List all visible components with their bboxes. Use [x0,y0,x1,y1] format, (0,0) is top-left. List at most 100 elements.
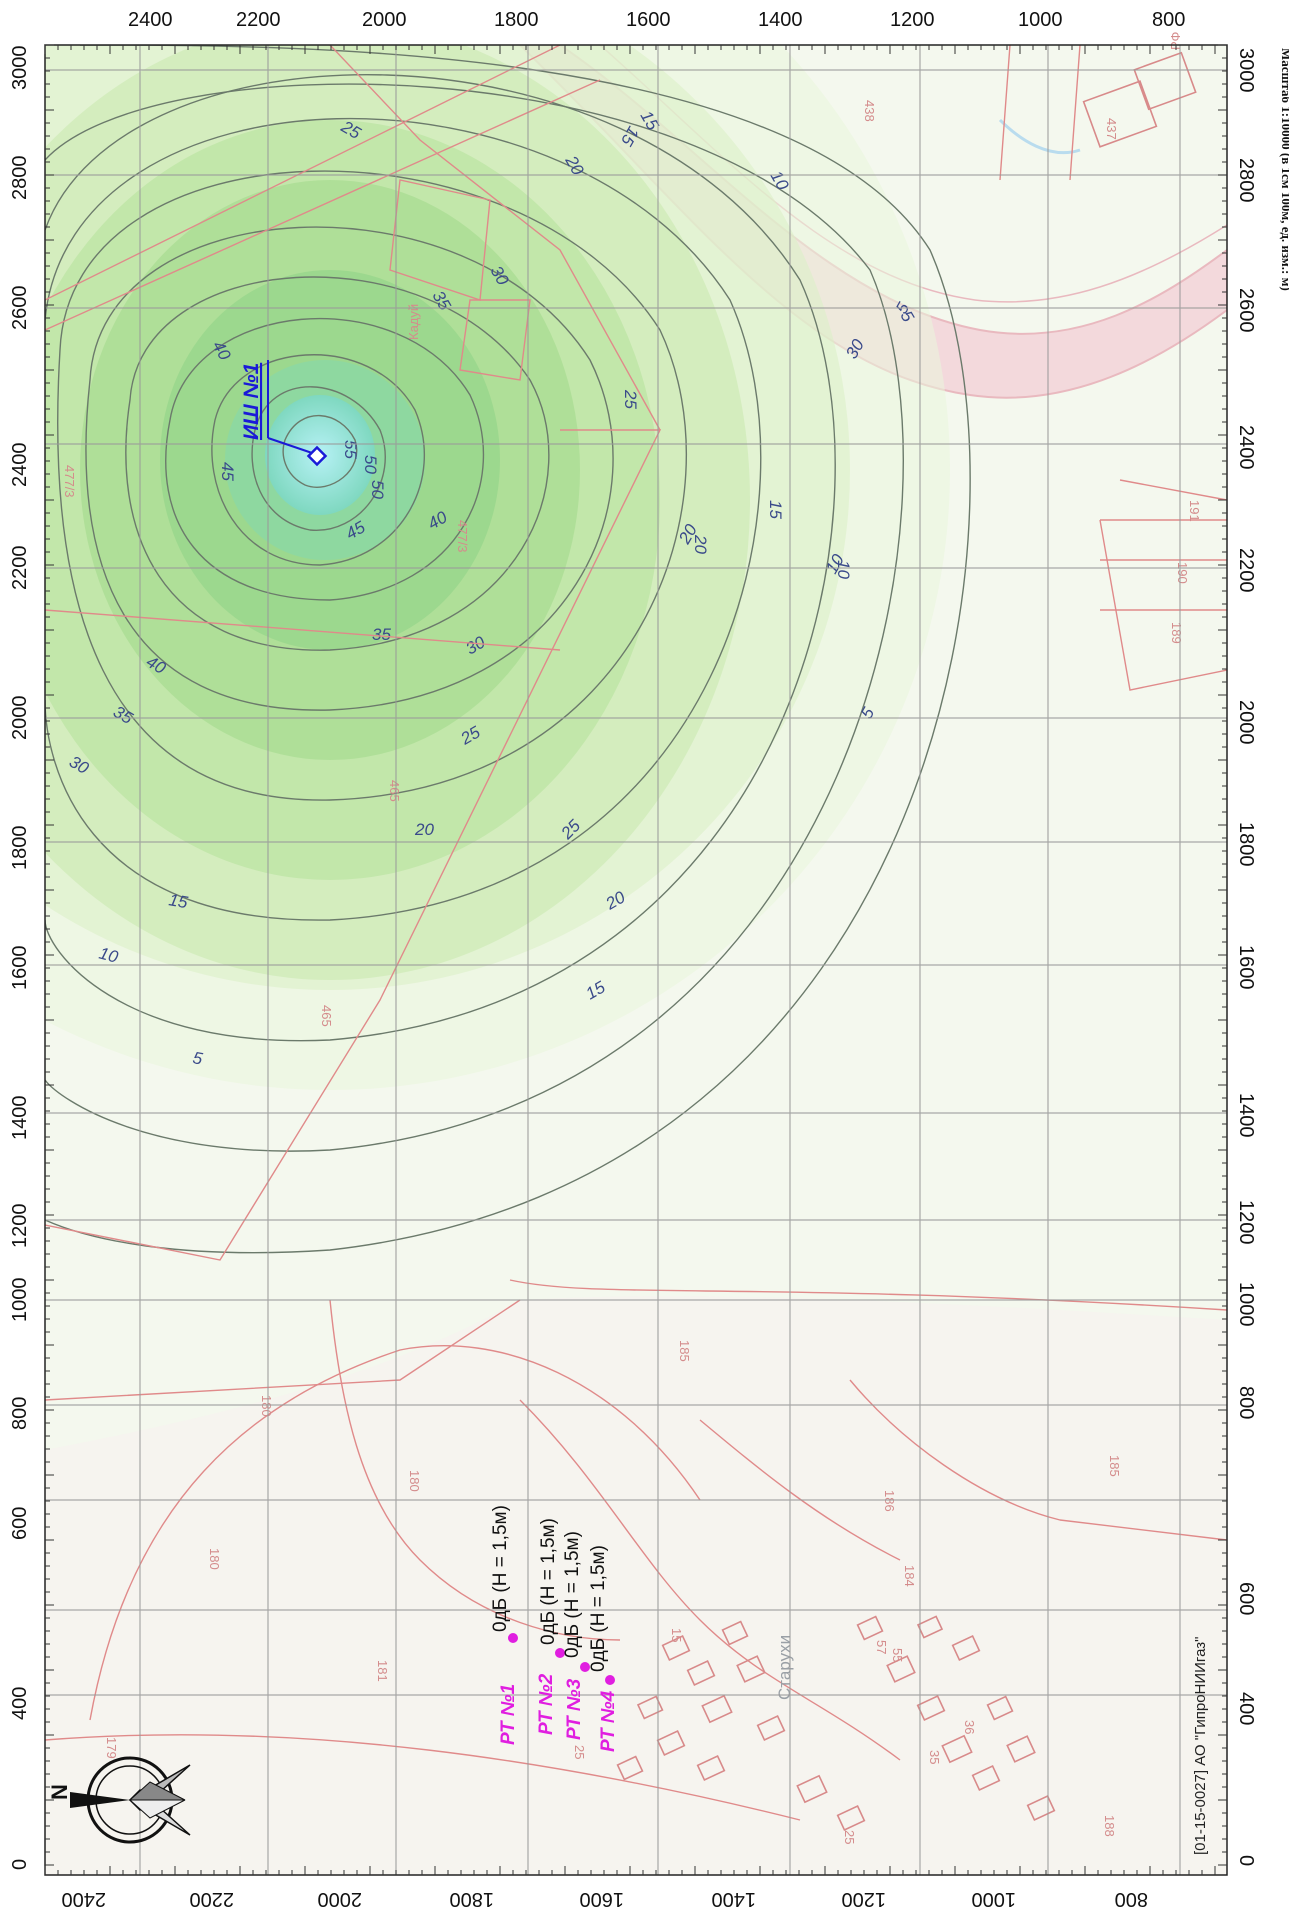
tick-label: 400 [9,1687,31,1720]
parcel-label: 438 [862,100,877,122]
tick-label: 1200 [1235,1200,1257,1245]
receptor-value: 0дБ (H = 1,5м) [562,1531,583,1658]
buildings [616,51,1197,1831]
tick-label: 1200 [842,1888,887,1910]
tick-label: 1800 [9,826,31,871]
contour-label: 5 [191,1048,204,1068]
tick-label: 2000 [362,9,407,31]
parcel-label: 191 [1187,500,1202,522]
receptor-label: РТ №3 [564,1678,585,1740]
tick-label: 2800 [9,156,31,201]
parcel-label-layer: 438 437 477/3 477/3 465 465 190 191 189 … [62,100,1202,1844]
source-label: ИШ №1 [240,363,263,440]
tick-label: 1400 [758,9,803,31]
parcel-label: 25 [572,1745,587,1759]
tick-label: 600 [9,1507,31,1540]
tick-label: 2200 [9,546,31,591]
tick-label: 0 [1235,1855,1257,1866]
receptor-point-icon [555,1648,565,1658]
tick-label: 2200 [236,9,281,31]
tick-label: 2400 [9,443,31,488]
parcel-label: 180 [407,1470,422,1492]
right-axis-labels: 3000 2800 2600 2400 2200 2000 1800 1600 … [1235,48,1257,1866]
tick-label: 400 [1235,1692,1257,1725]
contour-label: 10 [97,944,121,967]
tick-label: 1200 [9,1204,31,1249]
village-label: Старухи [775,1635,794,1700]
parcel-label: 57 [874,1640,889,1654]
parcel-label: 15 [669,1628,684,1642]
tick-label: 2800 [1235,158,1257,203]
tick-label: 2000 [318,1888,363,1910]
parcel-label: 181 [375,1660,390,1682]
tick-label: 2200 [1235,548,1257,593]
tick-label: 600 [1235,1582,1257,1615]
map-frame [44,44,1228,1876]
tick-label: 1000 [9,1278,31,1323]
receptor-label: РТ №2 [536,1673,557,1735]
tick-label: 1400 [9,1096,31,1141]
parcel-label: 437 [1104,118,1119,140]
contour-label: 15 [766,500,785,519]
tick-label: 2600 [1235,288,1257,333]
tick-label: 2000 [1235,700,1257,745]
contour-label: 35 [372,625,391,644]
tick-label: 1200 [890,9,935,31]
tick-label: 800 [9,1397,31,1430]
tick-label: 2400 [128,9,173,31]
tick-label: 1000 [972,1888,1017,1910]
contour-label: 20 [691,534,710,554]
tick-label: 1600 [1235,945,1257,990]
parcel-label: 465 [319,1005,334,1027]
tick-label: 2000 [9,696,31,741]
contour-label: 50 [361,455,380,474]
tick-label: 800 [1235,1386,1257,1419]
parcel-label: 179 [104,1737,119,1759]
receptor-point-icon [605,1675,615,1685]
tick-label: 1400 [1235,1093,1257,1138]
parcel-label: 185 [1107,1455,1122,1477]
contour-label: 25 [621,389,640,409]
parcel-label: 477/3 [455,520,470,553]
tick-label: 1000 [1235,1282,1257,1327]
receptor-value: 0дБ (H = 1,5м) [588,1545,609,1672]
grid [45,45,1227,1875]
receptor-label: РТ №4 [598,1690,619,1752]
parcel-label: 35 [927,1750,942,1764]
receptor-value: 0дБ (H = 1,5м) [538,1518,559,1645]
parcel-label: 190 [1175,562,1190,584]
contour-label: 50 [368,480,387,499]
tick-label: 2200 [190,1888,235,1910]
source-marker-icon [306,445,328,467]
parcel-lines [45,45,1227,1821]
left-axis-labels: 3000 2800 2600 2400 2200 2000 1800 1600 … [9,46,31,1871]
tick-label: 800 [1115,1888,1148,1910]
tick-label: 2400 [1235,425,1257,470]
parcel-label: 184 [902,1565,917,1587]
tick-label: 800 [1152,9,1185,31]
credit-label: [01-15-0027] АО "ГипроНИИгаз" [1192,1637,1209,1855]
contour-label: 15 [167,890,189,912]
top-axis-labels: 2400 2200 2000 1800 1600 1400 1200 1000 … [128,9,1185,31]
tick-label: 2600 [9,286,31,331]
tick-label: 3000 [1235,48,1257,93]
parcel-label: 477/3 [62,465,77,498]
tick-label: 1600 [580,1888,625,1910]
parcel-label: 188 [1102,1815,1117,1837]
receptors: РТ №1 РТ №2 РТ №3 РТ №4 0дБ (H = 1,5м) 0… [490,1505,619,1752]
north-arrow-icon: N [47,1756,191,1844]
receptor-value: 0дБ (H = 1,5м) [490,1505,511,1632]
tick-label: 1800 [450,1888,495,1910]
tick-label: 1400 [712,1888,757,1910]
contour-label: 20 [414,820,434,839]
tick-label: 3000 [9,46,31,91]
tick-label: 1000 [1018,9,1063,31]
parcel-label: 25 [842,1830,857,1844]
tick-label: 1600 [626,9,671,31]
tick-label: 0 [9,1859,31,1870]
bottom-axis-labels: 2400 2200 2000 1800 1600 1400 1200 1000 … [62,1888,1149,1910]
parcel-label: 180 [259,1395,274,1417]
river-site-label: Кадуй [406,304,421,340]
contour-label: 10 [834,560,853,579]
